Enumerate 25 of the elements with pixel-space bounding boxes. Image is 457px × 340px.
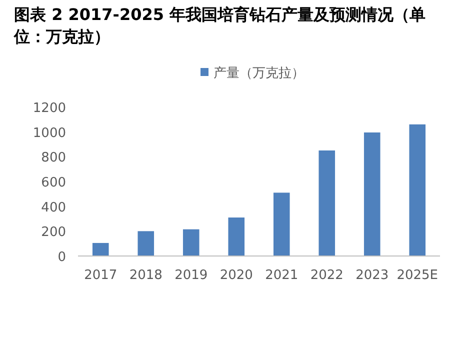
bar xyxy=(182,229,200,256)
x-tick-label: 2021 xyxy=(265,268,298,283)
y-tick-label: 1200 xyxy=(32,101,66,116)
y-tick-label: 0 xyxy=(58,250,66,265)
x-tick-label: 2022 xyxy=(310,268,344,283)
bar xyxy=(92,242,109,256)
x-tick-label: 2023 xyxy=(356,268,389,283)
bar xyxy=(318,150,336,256)
bar xyxy=(228,218,245,256)
y-tick-label: 400 xyxy=(41,200,66,216)
y-tick-label: 800 xyxy=(41,150,66,166)
legend-label: 产量（万克拉） xyxy=(214,66,304,81)
bar xyxy=(273,192,290,256)
x-tick-label: 2025E xyxy=(396,268,438,283)
y-tick-label: 600 xyxy=(41,176,66,190)
x-tick-label: 2019 xyxy=(174,268,208,283)
x-tick-label: 2017 xyxy=(84,268,118,283)
chart-title: 图表 2 2017-2025 年我国培育钻石产量及预测情况（单位：万克拉） xyxy=(14,4,427,48)
bar xyxy=(409,124,426,256)
x-tick-label: 2018 xyxy=(129,268,162,283)
y-tick-label: 1000 xyxy=(32,126,66,141)
bar xyxy=(364,132,380,256)
y-tick-label: 200 xyxy=(41,225,66,240)
bar xyxy=(138,231,154,256)
x-tick-label: 2020 xyxy=(220,268,253,283)
